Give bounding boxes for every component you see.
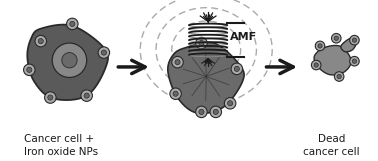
Circle shape: [81, 90, 92, 101]
Circle shape: [173, 91, 178, 96]
Circle shape: [210, 106, 222, 118]
Circle shape: [199, 40, 204, 46]
Circle shape: [175, 60, 180, 65]
Circle shape: [199, 109, 204, 114]
Circle shape: [311, 60, 321, 70]
Circle shape: [23, 64, 35, 76]
Circle shape: [225, 98, 236, 109]
Text: Cancer cell +
Iron oxide NPs: Cancer cell + Iron oxide NPs: [24, 134, 98, 157]
Circle shape: [234, 66, 239, 71]
Circle shape: [334, 36, 338, 40]
Circle shape: [337, 74, 341, 79]
Circle shape: [231, 63, 243, 75]
Circle shape: [352, 59, 356, 63]
Circle shape: [70, 21, 75, 27]
Text: Dead
cancer cell: Dead cancer cell: [303, 134, 360, 157]
Circle shape: [48, 95, 53, 100]
Circle shape: [332, 33, 341, 43]
Circle shape: [335, 72, 344, 81]
Circle shape: [38, 38, 43, 44]
Polygon shape: [314, 46, 351, 75]
Circle shape: [196, 106, 207, 118]
Circle shape: [350, 56, 359, 66]
Circle shape: [62, 53, 77, 68]
Circle shape: [228, 101, 233, 106]
Circle shape: [196, 37, 207, 49]
Circle shape: [45, 92, 56, 103]
Circle shape: [101, 50, 107, 55]
Circle shape: [172, 56, 183, 68]
Circle shape: [67, 18, 78, 30]
Circle shape: [35, 35, 46, 47]
Circle shape: [213, 109, 218, 114]
Circle shape: [352, 38, 356, 42]
Circle shape: [315, 41, 325, 51]
Circle shape: [27, 67, 32, 72]
Circle shape: [170, 88, 181, 99]
Circle shape: [52, 43, 87, 77]
Circle shape: [98, 47, 110, 58]
Polygon shape: [341, 38, 356, 52]
Circle shape: [314, 63, 318, 67]
Polygon shape: [168, 42, 244, 113]
Circle shape: [350, 35, 359, 45]
Circle shape: [84, 93, 89, 98]
Text: AMF: AMF: [230, 32, 257, 42]
Circle shape: [318, 44, 322, 48]
Polygon shape: [27, 25, 108, 100]
